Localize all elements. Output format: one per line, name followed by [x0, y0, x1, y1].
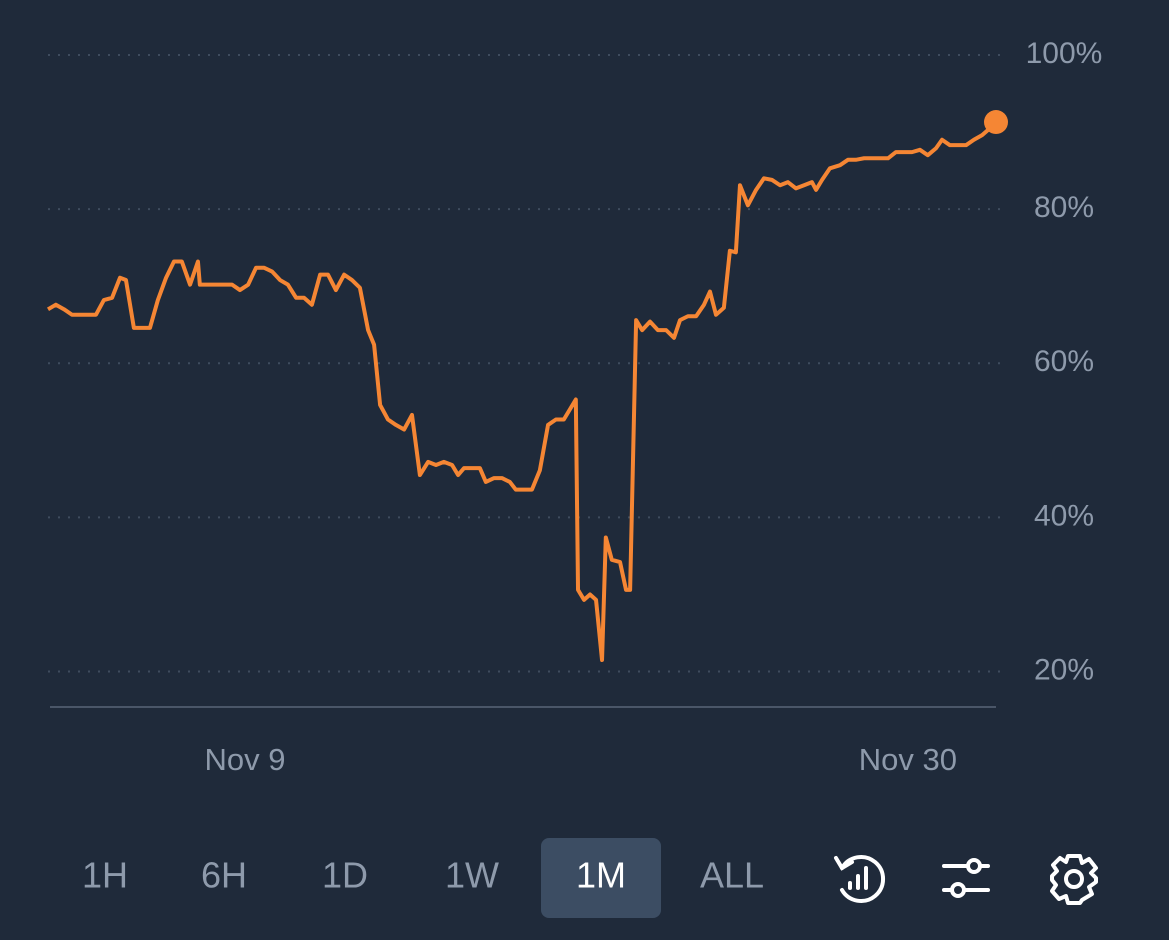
range-button-label: 6H: [201, 855, 247, 896]
y-tick-label: 80%: [1034, 191, 1094, 224]
range-button[interactable]: 1W: [445, 855, 499, 896]
x-tick-label: Nov 30: [859, 742, 957, 777]
y-tick-label: 20%: [1034, 653, 1094, 686]
history-icon[interactable]: [834, 855, 886, 903]
range-button[interactable]: ALL: [700, 855, 764, 896]
range-button[interactable]: 6H: [201, 855, 247, 896]
end-dot: [984, 110, 1008, 135]
history-arc: [840, 855, 886, 903]
settings-icon[interactable]: [1050, 854, 1098, 905]
y-tick-label: 60%: [1034, 345, 1094, 378]
y-tick-label: 100%: [1026, 37, 1103, 70]
y-tick-label: 40%: [1034, 499, 1094, 532]
filter-icon[interactable]: [942, 858, 990, 898]
range-button[interactable]: 1D: [322, 855, 368, 896]
range-button-label: ALL: [700, 855, 764, 896]
gear-hole: [1064, 869, 1084, 889]
gear: [1050, 854, 1098, 905]
slider-knob: [950, 882, 966, 898]
range-button-label: 1W: [445, 855, 499, 896]
range-button-label: 1D: [322, 855, 368, 896]
range-button[interactable]: 1H: [82, 855, 128, 896]
range-button[interactable]: 1M: [541, 838, 661, 918]
x-tick-label: Nov 9: [204, 742, 285, 777]
range-button-label: 1M: [576, 855, 626, 896]
slider-knob: [966, 858, 982, 874]
range-button-label: 1H: [82, 855, 128, 896]
price-line: [46, 120, 998, 662]
range-button-bg: [541, 838, 661, 918]
history-arrow: [834, 856, 854, 871]
